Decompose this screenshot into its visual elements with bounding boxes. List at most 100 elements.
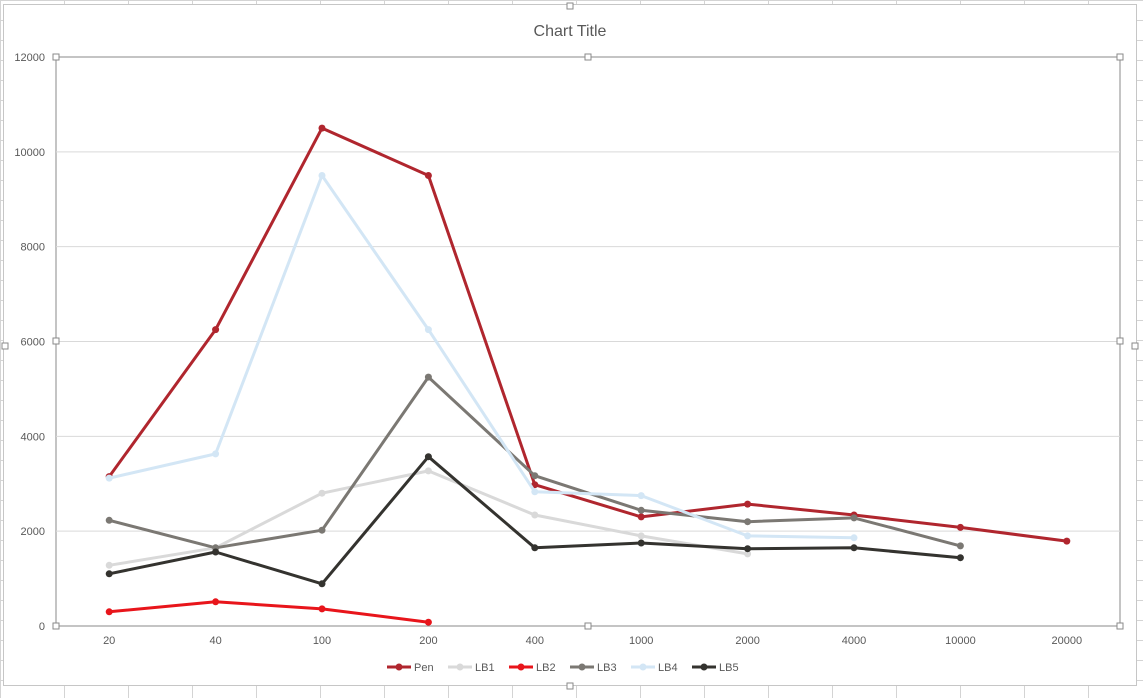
data-point[interactable] [850, 534, 858, 542]
resize-handle[interactable] [566, 2, 574, 10]
legend[interactable]: Pen LB1 LB2 LB3 LB4 LB5 [387, 662, 739, 674]
resize-handle[interactable] [52, 622, 60, 630]
y-tick-label: 12000 [14, 52, 45, 64]
data-point[interactable] [105, 474, 113, 482]
resize-handle[interactable] [1131, 342, 1139, 350]
data-point[interactable] [212, 450, 220, 458]
data-point[interactable] [637, 539, 645, 547]
data-point[interactable] [744, 545, 752, 553]
resize-handle[interactable] [584, 53, 592, 61]
x-tick-label: 2000 [735, 635, 759, 647]
data-point[interactable] [956, 554, 964, 562]
legend-label: LB5 [719, 662, 739, 674]
legend-marker [700, 663, 708, 671]
data-point[interactable] [318, 489, 326, 497]
data-point[interactable] [531, 472, 539, 480]
resize-handle[interactable] [52, 53, 60, 61]
data-point[interactable] [531, 488, 539, 496]
data-point[interactable] [637, 506, 645, 514]
data-point[interactable] [850, 544, 858, 552]
data-point[interactable] [637, 492, 645, 500]
data-point[interactable] [531, 544, 539, 552]
data-point[interactable] [318, 124, 326, 132]
series-pen[interactable] [105, 124, 1071, 545]
data-point[interactable] [318, 605, 326, 613]
data-point[interactable] [424, 618, 432, 626]
legend-item-lb1[interactable]: LB1 [448, 662, 495, 674]
data-point[interactable] [956, 542, 964, 550]
series-lb2[interactable] [105, 598, 432, 626]
series-lb5[interactable] [105, 453, 964, 588]
resize-handle[interactable] [1116, 622, 1124, 630]
legend-label: LB1 [475, 662, 495, 674]
legend-item-lb4[interactable]: LB4 [631, 662, 678, 674]
legend-label: Pen [414, 662, 434, 674]
legend-marker [395, 663, 403, 671]
data-point[interactable] [424, 467, 432, 475]
legend-item-pen[interactable]: Pen [387, 662, 434, 674]
data-point[interactable] [318, 172, 326, 179]
resize-handle[interactable] [566, 682, 574, 690]
data-point[interactable] [105, 608, 113, 616]
series-line[interactable] [107, 469, 750, 567]
x-tick-label: 200 [419, 635, 437, 647]
resize-handle[interactable] [584, 622, 592, 630]
series-layer [105, 124, 1071, 626]
y-tick-label: 6000 [21, 337, 45, 349]
data-point[interactable] [318, 580, 326, 588]
x-axis: 20 40 100 200 400 1000 2000 4000 10000 20000 [103, 635, 1082, 647]
data-point[interactable] [424, 172, 432, 179]
legend-item-lb3[interactable]: LB3 [570, 662, 617, 674]
data-point[interactable] [212, 548, 220, 556]
data-point[interactable] [744, 550, 752, 558]
data-point[interactable] [637, 513, 645, 521]
x-tick-label: 400 [526, 635, 544, 647]
data-point[interactable] [318, 526, 326, 534]
series-line[interactable] [107, 375, 962, 550]
x-tick-label: 20000 [1052, 635, 1083, 647]
x-tick-label: 1000 [629, 635, 653, 647]
data-point[interactable] [212, 598, 220, 606]
y-tick-label: 2000 [21, 526, 45, 538]
data-point[interactable] [637, 532, 645, 540]
data-point[interactable] [531, 511, 539, 519]
chart-title[interactable]: Chart Title [534, 23, 607, 40]
legend-item-lb5[interactable]: LB5 [692, 662, 739, 674]
series-line[interactable] [107, 126, 1069, 543]
resize-handle[interactable] [1, 342, 9, 350]
data-point[interactable] [424, 373, 432, 381]
x-tick-label: 40 [209, 635, 221, 647]
x-tick-label: 4000 [842, 635, 866, 647]
chart-area[interactable] [3, 4, 1137, 686]
data-point[interactable] [850, 514, 858, 522]
data-point[interactable] [956, 523, 964, 531]
legend-marker [456, 663, 464, 671]
resize-handle[interactable] [52, 337, 60, 345]
data-point[interactable] [744, 518, 752, 526]
data-point[interactable] [424, 453, 432, 461]
resize-handle[interactable] [1116, 337, 1124, 345]
series-line[interactable] [107, 600, 430, 624]
data-point[interactable] [105, 516, 113, 524]
data-point[interactable] [424, 326, 432, 334]
legend-item-lb2[interactable]: LB2 [509, 662, 556, 674]
y-tick-label: 4000 [21, 431, 45, 443]
series-lb3[interactable] [105, 373, 964, 552]
series-line[interactable] [107, 174, 856, 540]
data-point[interactable] [744, 500, 752, 508]
data-point[interactable] [105, 561, 113, 569]
data-point[interactable] [1063, 537, 1071, 545]
series-lb4[interactable] [105, 172, 858, 542]
data-point[interactable] [744, 532, 752, 540]
y-tick-label: 8000 [21, 242, 45, 254]
data-point[interactable] [105, 570, 113, 578]
data-point[interactable] [212, 326, 220, 334]
x-tick-label: 20 [103, 635, 115, 647]
resize-handle[interactable] [1116, 53, 1124, 61]
y-tick-label: 10000 [14, 147, 45, 159]
x-tick-label: 100 [313, 635, 331, 647]
gridlines [56, 151, 1120, 532]
legend-label: LB4 [658, 662, 678, 674]
